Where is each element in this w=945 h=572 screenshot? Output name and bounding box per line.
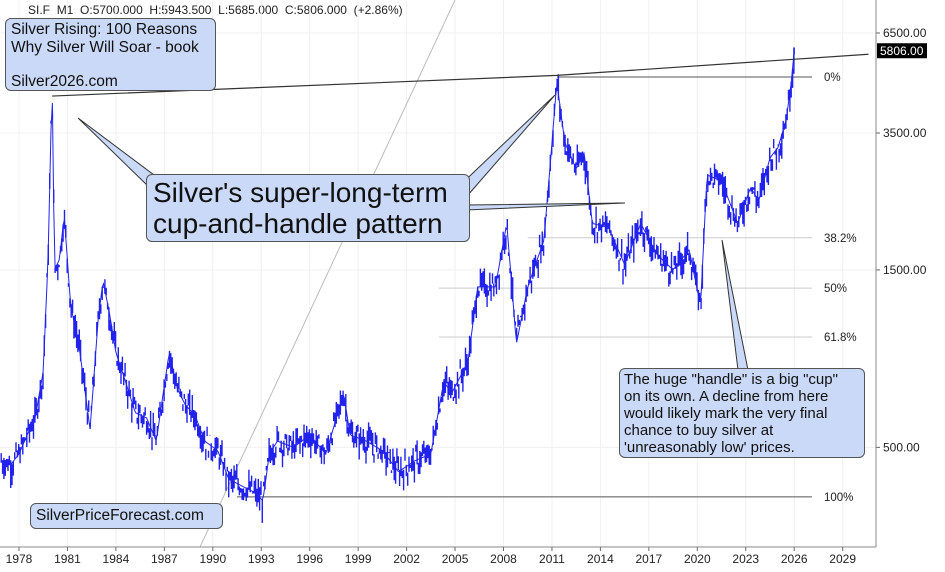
open-value: O:5700.000 [80, 3, 143, 17]
fib-levels: 0% 38.2% 50% 61.8% 100% [237, 72, 857, 504]
x-tick-label: 2020 [684, 552, 711, 566]
pattern-callout-box: Silver's super-long-term cup-and-handle … [146, 174, 470, 242]
y-tick-label: 3500.00 [883, 126, 927, 140]
note-line: would likely mark the very final [624, 405, 828, 422]
site-link[interactable]: SilverPriceForecast.com [36, 507, 204, 524]
timeframe: M1 [56, 3, 74, 17]
site-box: SilverPriceForecast.com [30, 503, 223, 529]
x-tick-label: 2026 [781, 552, 808, 566]
ohlc-header: SI.F M1 O:5700.000 H:5943.500 L:5685.000… [28, 3, 403, 17]
price-line [1, 54, 795, 501]
fib-label: 61.8% [824, 332, 857, 344]
book-annotation-box: Silver Rising: 100 Reasons Why Silver Wi… [5, 18, 216, 91]
x-tick-label: 1978 [6, 552, 33, 566]
book-title-line2: Why Silver Will Soar - book [11, 39, 199, 56]
book-site-link[interactable]: Silver2026.com [11, 73, 118, 90]
symbol: SI.F [28, 3, 51, 17]
x-tick-label: 1999 [345, 552, 372, 566]
book-title-line1: Silver Rising: 100 Reasons [11, 21, 198, 38]
x-tick-label: 2002 [393, 552, 420, 566]
x-tick-label: 2029 [829, 552, 856, 566]
x-tick-label: 1990 [199, 552, 226, 566]
note-pointer [721, 239, 749, 371]
trendline [52, 53, 869, 97]
close-value: C:5806.000 [284, 3, 347, 17]
fib-label: 50% [824, 283, 847, 295]
change-value: (+2.86%) [353, 3, 403, 17]
fib-label: 100% [824, 492, 853, 504]
high-value: H:5943.500 [149, 3, 212, 17]
grid [0, 0, 876, 547]
last-price-label: 5806.00 [880, 44, 924, 58]
fib-label: 38.2% [824, 233, 857, 245]
x-tick-label: 1987 [151, 552, 178, 566]
x-tick-label: 2005 [442, 552, 469, 566]
fib-label: 0% [824, 72, 841, 84]
x-tick-label: 1993 [248, 552, 275, 566]
diagonal-guide-line [199, 0, 456, 548]
y-tick-label: 500.00 [883, 440, 920, 454]
x-tick-label: 1981 [54, 552, 81, 566]
pattern-line2: cup-and-handle pattern [153, 208, 443, 239]
x-tick-label: 2017 [635, 552, 662, 566]
x-tick-label: 2014 [587, 552, 614, 566]
note-line: chance to buy silver at [624, 422, 774, 439]
note-line: The huge "handle" is a big "cup" [624, 371, 838, 388]
last-price-badge [877, 43, 927, 59]
y-tick-label: 6500.00 [883, 26, 927, 40]
x-tick-label: 2023 [732, 552, 759, 566]
x-tick-label: 2008 [490, 552, 517, 566]
callout-pointer-right [454, 94, 556, 196]
axes: 1978 1981 1984 1987 1990 1993 1996 1999 2002 2005… [0, 0, 927, 566]
price-series [0, 47, 795, 523]
note-line: on its own. A decline from here [624, 388, 829, 405]
x-tick-label: 2011 [539, 552, 565, 566]
pattern-line1: Silver's super-long-term [153, 177, 448, 208]
y-tick-label: 1500.00 [883, 263, 927, 277]
handle-note-box: The huge "handle" is a big "cup" on its … [619, 368, 865, 458]
x-tick-label: 1996 [296, 552, 323, 566]
callout-pointer-handle [465, 202, 626, 211]
low-value: L:5685.000 [218, 3, 279, 17]
x-tick-label: 1984 [103, 552, 130, 566]
note-line: 'unreasonably low' prices. [624, 439, 795, 456]
